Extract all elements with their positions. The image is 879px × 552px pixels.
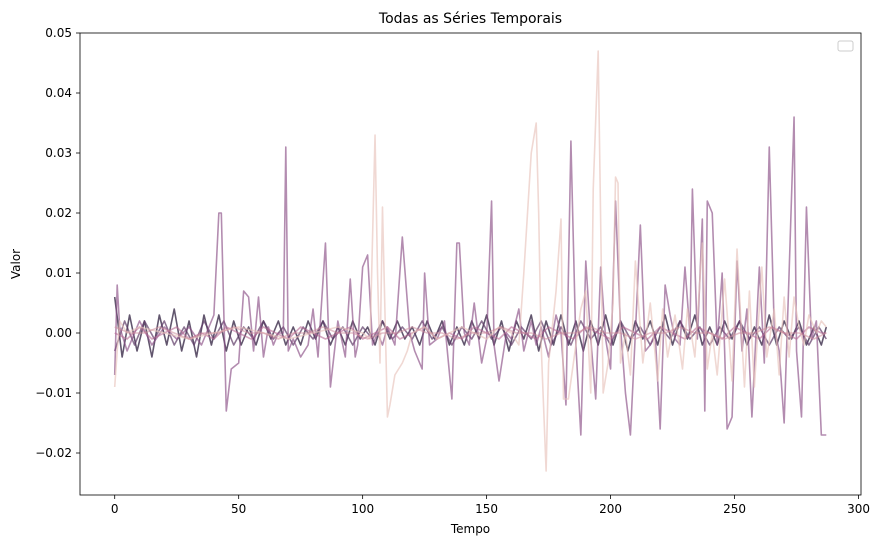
x-axis-label: Tempo: [450, 522, 490, 536]
y-tick-label: −0.01: [35, 386, 72, 400]
x-tick-label: 250: [723, 502, 746, 516]
x-tick-label: 50: [231, 502, 246, 516]
legend-box: [837, 40, 854, 52]
y-tick-label: 0.05: [45, 26, 72, 40]
plot-area: [80, 33, 861, 495]
y-tick-label: 0.01: [45, 266, 72, 280]
series-line-2: [113, 320, 827, 352]
y-tick-label: 0.02: [45, 206, 72, 220]
series-layer: [113, 50, 828, 472]
y-axis-label: Valor: [9, 249, 23, 279]
x-tick-label: 150: [475, 502, 498, 516]
series-line-6: [114, 326, 827, 340]
axes-frame: [79, 32, 862, 496]
x-ticks: 0 50 100 150 200 250 300: [111, 495, 870, 516]
series-line-5: [113, 50, 827, 472]
y-tick-label: −0.02: [35, 446, 72, 460]
x-tick-label: 0: [111, 502, 119, 516]
chart-title: Todas as Séries Temporais: [378, 11, 562, 27]
y-tick-label: 0.00: [45, 326, 72, 340]
y-tick-label: 0.04: [45, 86, 72, 100]
x-tick-label: 200: [599, 502, 622, 516]
x-tick-label: 100: [351, 502, 374, 516]
y-tick-label: 0.03: [45, 146, 72, 160]
x-tick-label: 300: [847, 502, 870, 516]
y-ticks: −0.02 −0.01 0.00 0.01 0.02 0.03 0.04 0.05: [35, 26, 80, 460]
